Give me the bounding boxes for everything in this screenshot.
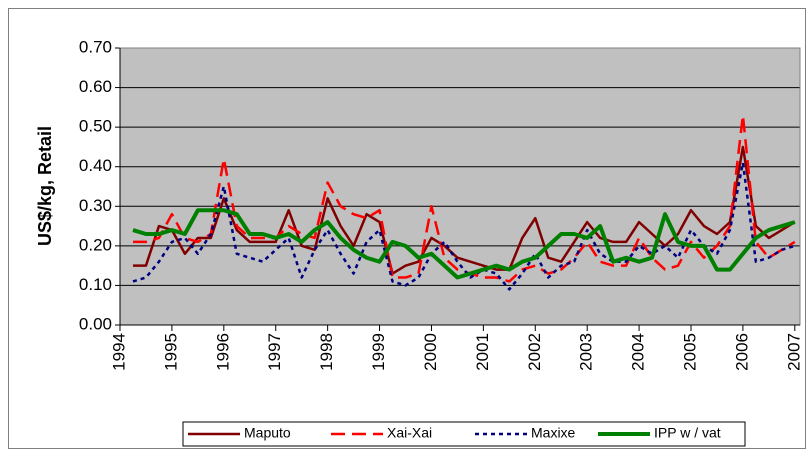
y-axis-title: US$/kg, Retail — [35, 126, 55, 246]
y-tick-label: 0.70 — [79, 37, 112, 56]
y-tick-label: 0.10 — [79, 275, 112, 294]
y-tick-label: 0.00 — [79, 314, 112, 333]
x-tick-label: 1996 — [213, 333, 232, 371]
x-tick-label: 1998 — [317, 333, 336, 371]
legend-box — [182, 421, 746, 447]
legend-label: Maxixe — [531, 425, 576, 441]
series-line — [132, 114, 796, 283]
x-tick-label: 1995 — [161, 333, 180, 371]
plot-area — [120, 48, 800, 325]
x-tick-label: 2001 — [473, 333, 492, 371]
legend-label: Maputo — [244, 425, 291, 441]
series-line — [132, 208, 796, 280]
x-tick-label: 2005 — [680, 333, 699, 371]
y-tick-label: 0.30 — [79, 196, 112, 215]
x-tick-label: 2003 — [577, 333, 596, 371]
x-tick-label: 2006 — [732, 333, 751, 371]
x-tick-label: 2004 — [629, 333, 648, 371]
x-tick-label: 1997 — [265, 333, 284, 371]
y-tick-label: 0.40 — [79, 156, 112, 175]
y-tick-label: 0.50 — [79, 117, 112, 136]
series-line — [132, 145, 796, 275]
x-tick-label: 1999 — [369, 333, 388, 371]
y-tick-label: 0.20 — [79, 235, 112, 254]
legend-label: IPP w / vat — [654, 425, 721, 441]
legend-label: Xai-Xai — [387, 425, 432, 441]
y-tick-label: 0.60 — [79, 77, 112, 96]
x-tick-label: 2000 — [421, 333, 440, 371]
x-tick-label: 1994 — [109, 333, 128, 371]
x-tick-label: 2002 — [525, 333, 544, 371]
x-tick-label: 2007 — [784, 333, 803, 371]
